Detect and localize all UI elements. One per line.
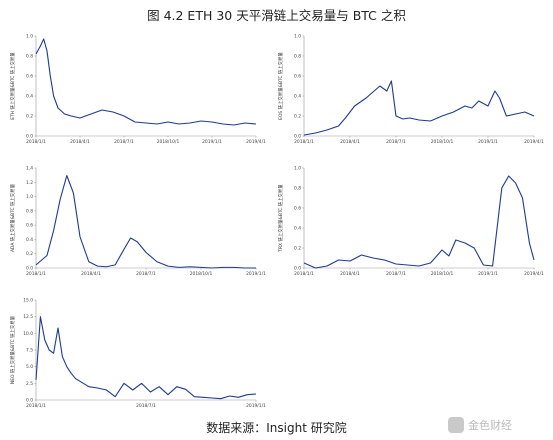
x-tick-label: 2018/10/1 (431, 271, 454, 277)
chart-neo: 0.0 2.5 5.0 7.5 10.0 12.5 15.0 2018/1/1 2018/7/1… (9, 298, 266, 410)
y-tick-label: 0.0 (294, 134, 301, 140)
figure-title: 图 4.2 ETH 30 天平滑链上交易量与 BTC 之积 (147, 8, 406, 23)
y-tick-label: 0.4 (294, 94, 301, 100)
y-tick-label: 0.6 (26, 223, 33, 229)
y-tick-label: 0.2 (294, 246, 301, 252)
y-tick-label: 0.4 (294, 226, 301, 232)
panel-neo: 0.0 2.5 5.0 7.5 10.0 12.5 15.0 2018/1/1 2018/7/1… (8, 294, 266, 414)
y-tick-label: 0.6 (26, 74, 33, 80)
y-axis-label: ETH 链上交易量&BTC 链上交易量 (9, 52, 16, 120)
x-tick-label: 2018/4/1 (70, 139, 90, 145)
panel-trx: 0.0 0.2 0.4 0.6 0.8 1.0 2018/1/1 2018/4/1 2018/7… (276, 162, 544, 282)
chart-eth: 0.0 0.2 0.4 0.6 0.8 1.0 2018/1/1 2018/4/1 2018/7… (9, 34, 266, 146)
x-tick-label: 2018/1/1 (26, 271, 46, 277)
y-axis-label: EOS 链上交易量&BTC 链上交易量 (277, 52, 284, 120)
x-tick-label: 2018/7/1 (136, 271, 156, 277)
x-tick-label: 2018/10/1 (190, 271, 213, 277)
x-tick-label: 2018/1/1 (26, 403, 46, 409)
panel-eos: 0.0 0.2 0.4 0.6 0.8 1.0 2018/1/1 2018/4/1 2018/7… (276, 30, 544, 150)
series-line (303, 80, 535, 136)
y-tick-label: 1.0 (294, 166, 301, 172)
x-tick-label: 2018/7/1 (136, 403, 156, 409)
panel-eth: 0.0 0.2 0.4 0.6 0.8 1.0 2018/1/1 2018/4/1 2018/7… (8, 30, 266, 150)
y-tick-label: 7.5 (26, 348, 33, 354)
series-line (35, 316, 257, 400)
y-tick-label: 0.0 (26, 266, 33, 272)
y-tick-label: 0.0 (26, 134, 33, 140)
y-tick-label: 15.0 (23, 298, 33, 304)
series-line (35, 38, 257, 126)
y-tick-label: 1.0 (26, 34, 33, 40)
series-line (35, 174, 256, 269)
y-tick-label: 1.0 (26, 194, 33, 200)
y-tick-label: 12.5 (23, 314, 33, 320)
x-tick-label: 2018/4/1 (81, 271, 101, 277)
panel-ada: 0.0 0.2 0.4 0.6 0.8 1.0 1.2 1.4 2018/1/1 2018/4/1… (8, 162, 266, 282)
x-tick-label: 2019/1/1 (478, 139, 498, 145)
y-axis-label: ADA 链上交易量&BTC 链上交易量 (9, 183, 16, 252)
y-tick-label: 0.2 (294, 114, 301, 120)
y-tick-label: 0.8 (294, 186, 301, 192)
y-tick-label: 0.0 (26, 398, 33, 404)
y-tick-label: 0.2 (26, 251, 33, 257)
watermark-text: 金色财经 (468, 419, 512, 432)
y-tick-label: 1.0 (294, 34, 301, 40)
axis-lines (35, 36, 256, 137)
y-tick-label: 2.5 (26, 381, 33, 387)
figure-source: 数据来源：Insight 研究院 (206, 421, 347, 435)
y-tick-label: 0.4 (26, 237, 33, 243)
x-tick-label: 2018/7/1 (386, 271, 406, 277)
x-tick-label: 2019/4/1 (246, 139, 266, 145)
x-tick-label: 2018/7/1 (386, 139, 406, 145)
x-tick-label: 2018/1/1 (26, 139, 46, 145)
x-tick-label: 2019/1/1 (478, 271, 498, 277)
y-tick-label: 10.0 (23, 331, 33, 337)
y-tick-label: 0.8 (294, 54, 301, 60)
series-line (303, 175, 535, 269)
chart-ada: 0.0 0.2 0.4 0.6 0.8 1.0 1.2 1.4 2018/1/1 2018/4/1… (9, 166, 266, 278)
y-tick-label: 1.4 (26, 166, 33, 172)
x-tick-label: 2018/10/1 (431, 139, 454, 145)
y-tick-label: 5.0 (26, 364, 33, 370)
x-tick-label: 2018/7/1 (114, 139, 134, 145)
y-tick-label: 0.8 (26, 54, 33, 60)
y-tick-label: 0.6 (294, 74, 301, 80)
x-tick-label: 2019/1/1 (202, 139, 222, 145)
x-tick-label: 2019/4/1 (524, 139, 544, 145)
axis-lines (303, 36, 534, 137)
y-tick-label: 0.6 (294, 206, 301, 212)
exchange-logo-icon (448, 417, 464, 433)
x-tick-label: 2018/1/1 (294, 271, 314, 277)
y-tick-label: 0.4 (26, 94, 33, 100)
x-tick-label: 2018/1/1 (294, 139, 314, 145)
chart-trx: 0.0 0.2 0.4 0.6 0.8 1.0 2018/1/1 2018/4/1 2018/7… (277, 166, 544, 278)
x-tick-label: 2019/1/1 (246, 403, 266, 409)
axis-lines (35, 300, 256, 401)
y-tick-label: 0.0 (294, 266, 301, 272)
y-axis-label: NEO 链上交易量&BTC 链上交易量 (9, 315, 16, 384)
x-tick-label: 2018/10/1 (157, 139, 180, 145)
y-tick-label: 0.2 (26, 114, 33, 120)
y-tick-label: 0.8 (26, 208, 33, 214)
x-tick-label: 2019/1/1 (246, 271, 266, 277)
x-tick-label: 2018/4/1 (340, 139, 360, 145)
x-tick-label: 2019/4/1 (524, 271, 544, 277)
watermark: 金色财经 (448, 415, 548, 435)
x-tick-label: 2018/4/1 (340, 271, 360, 277)
chart-eos: 0.0 0.2 0.4 0.6 0.8 1.0 2018/1/1 2018/4/1 2018/7… (277, 34, 544, 146)
axis-lines (303, 168, 534, 269)
y-tick-label: 1.2 (26, 180, 33, 186)
y-axis-label: TRX 链上交易量&BTC 链上交易量 (277, 184, 284, 253)
